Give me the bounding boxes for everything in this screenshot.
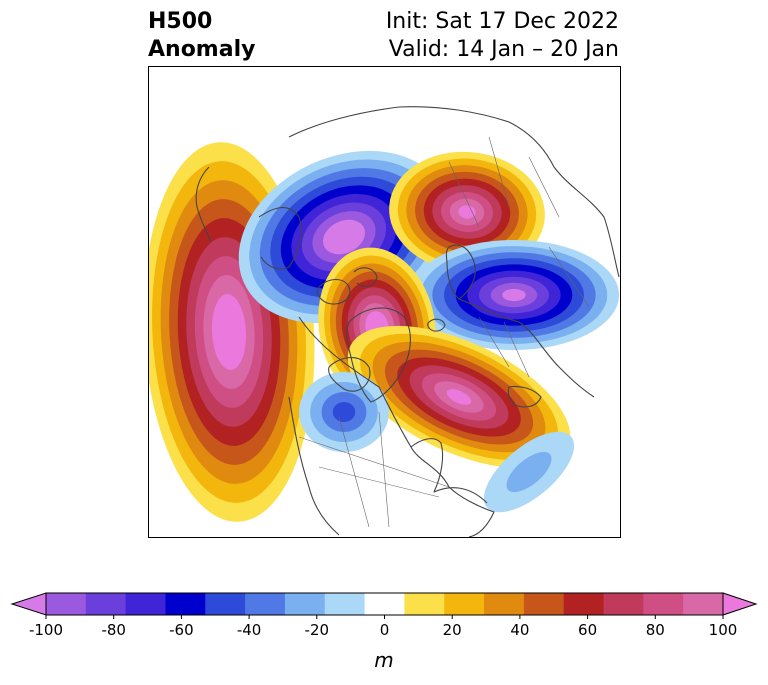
colorbar-tick-label: 100: [709, 621, 738, 639]
colorbar-swatch: [484, 593, 525, 615]
coastline-hudson-bay: [328, 357, 371, 392]
colorbar-swatch: [165, 593, 206, 615]
anomaly-contour-band: [446, 389, 472, 405]
coastlines: [195, 106, 620, 537]
anomaly-contour-band: [502, 288, 526, 302]
coastline-siberia: [288, 106, 555, 168]
coastline-us-west: [288, 396, 340, 536]
colorbar-tick-label: 20: [443, 621, 462, 639]
colorbar-tick-label: 40: [510, 621, 529, 639]
coastline-iceland: [427, 318, 446, 332]
coastline-asia-east: [553, 166, 620, 278]
colorbar-tick-label: -80: [101, 621, 126, 639]
colorbar-swatch: [324, 593, 366, 615]
anomaly-feature: [299, 372, 389, 452]
colorbar-swatch: [643, 593, 684, 615]
border-lines: [298, 136, 590, 528]
anomaly-contour-band: [332, 402, 356, 422]
colorbar-tick-label: -20: [305, 621, 330, 639]
colorbar-swatch: [284, 593, 326, 615]
colorbar-swatch: [563, 593, 605, 615]
colorbar-extend-max: [722, 592, 758, 616]
coastline-europe: [458, 298, 595, 398]
colorbar-extend-min: [10, 592, 47, 616]
colorbar-ticks: -100 -80 -60 -40 -20 0 20 40 60 80 100: [29, 615, 737, 639]
colorbar-swatch: [444, 593, 485, 615]
coastline-us-east: [410, 438, 488, 504]
colorbar-swatch: [404, 593, 445, 615]
colorbar-swatch: [85, 593, 127, 615]
valid-date: Valid: 14 Jan – 20 Jan: [388, 37, 619, 62]
anomaly-feature: [347, 325, 571, 469]
colorbar-swatch: [523, 593, 565, 615]
title-line-2: Anomaly: [148, 37, 256, 62]
colorbar-swatch: [364, 593, 405, 615]
colorbar-unit-label: m: [374, 648, 393, 672]
colorbar: -100 -80 -60 -40 -20 0 20 40 60 80 100 m: [10, 592, 758, 672]
title-line-1: H500: [148, 9, 213, 34]
anomaly-map: [148, 66, 621, 538]
anomaly-feature: [483, 431, 575, 513]
coastline-greenland: [346, 307, 411, 403]
anomaly-contour-band: [506, 451, 552, 493]
colorbar-swatch: [125, 593, 166, 615]
colorbar-swatch: [245, 593, 286, 615]
colorbar-swatch: [205, 593, 246, 615]
country-borders: [298, 136, 590, 528]
colorbar-tick-label: -100: [29, 621, 63, 639]
anomaly-contour-band: [458, 205, 476, 219]
colorbar-swatches: [10, 592, 758, 616]
coastline-arctic-islands: [316, 267, 378, 305]
colorbar-tick-label: -60: [169, 621, 194, 639]
anomaly-feature: [149, 142, 315, 522]
colorbar-tick-label: 0: [380, 621, 390, 639]
coastline-alaska: [258, 207, 302, 270]
colorbar-tick-label: 80: [646, 621, 665, 639]
colorbar-swatch: [683, 593, 724, 615]
coastline-japan: [195, 166, 212, 243]
colorbar-tick-label: -40: [237, 621, 262, 639]
chart-title: H500 Anomaly: [148, 8, 255, 64]
chart-dates: Init: Sat 17 Dec 2022 Valid: 14 Jan – 20…: [386, 8, 619, 64]
anomaly-contour-band: [333, 228, 355, 246]
anomaly-contour-band: [220, 313, 238, 351]
colorbar-swatch: [603, 593, 644, 615]
anomaly-contours: [149, 142, 619, 522]
coastline-mediterranean: [507, 385, 542, 408]
init-date: Init: Sat 17 Dec 2022: [385, 9, 619, 34]
colorbar-tick-label: 60: [578, 621, 597, 639]
colorbar-swatch: [46, 593, 87, 615]
